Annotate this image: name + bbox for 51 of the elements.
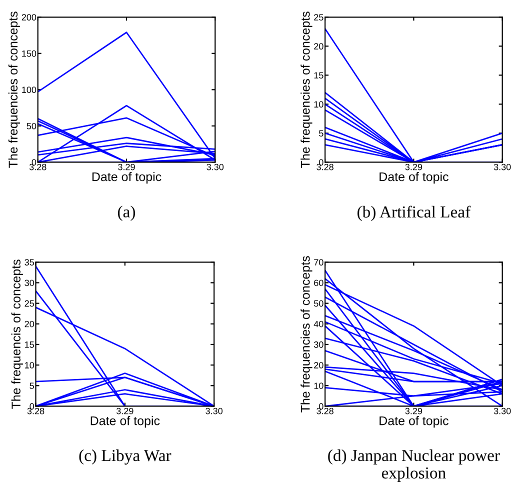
y-tick-label: 20 [24, 320, 34, 328]
y-tick-label: 15 [25, 342, 34, 348]
text: (d) Janpan Nuclear power explosion [328, 449, 500, 482]
y-axis-title: The frequencies of concepts [300, 256, 312, 412]
y-axis-title: The frequencis of concepts [11, 260, 23, 409]
x-tick-label: 3.30 [494, 408, 511, 414]
x-axis-title: Date of topic [380, 416, 448, 428]
text: (b) Artifical Leaf [358, 206, 471, 221]
x-tick-label: 3.29 [116, 408, 134, 414]
y-tick-label: 25 [314, 14, 324, 21]
y-tick-label: 40 [314, 320, 324, 328]
y-tick-label: 20 [314, 43, 324, 50]
x-tick-label: 3.28 [316, 408, 334, 414]
y-axis-title: The frequencies of concepts [300, 12, 312, 168]
y-tick-label: 100 [22, 86, 36, 94]
y-tick-label: 0 [319, 403, 324, 410]
y-tick-label: 200 [22, 14, 36, 21]
x-tick-label: 3.30 [206, 164, 224, 170]
x-tick-label: 3.29 [405, 164, 422, 170]
y-tick-label: 0 [32, 159, 36, 166]
text: (a) [118, 206, 136, 221]
y-tick-label: 150 [22, 50, 36, 57]
y-tick-label: 70 [314, 259, 324, 266]
y-tick-label: 20 [314, 362, 324, 368]
y-tick-label: 35 [24, 259, 34, 266]
x-tick-label: 3.30 [206, 408, 223, 414]
x-axis-title: Date of topic [380, 172, 448, 184]
y-tick-label: 50 [314, 300, 324, 307]
y-tick-label: 10 [314, 101, 324, 108]
x-axis-title: Date of topic [92, 172, 162, 184]
x-tick-label: 3.28 [29, 164, 46, 170]
y-tick-label: 5 [319, 130, 324, 137]
y-axis-title: The frequencies of concepts [8, 12, 20, 168]
y-tick-label: 5 [30, 382, 34, 389]
y-tick-label: 10 [314, 382, 324, 389]
y-tick-label: 0 [319, 159, 324, 166]
x-tick-label: 3.29 [118, 164, 135, 170]
y-tick-label: 60 [314, 280, 324, 286]
x-tick-label: 3.28 [27, 408, 44, 414]
y-tick-label: 30 [24, 280, 34, 286]
y-tick-label: 30 [314, 341, 324, 348]
y-tick-label: 10 [25, 362, 34, 368]
y-tick-label: 0 [30, 403, 34, 410]
x-tick-label: 3.28 [316, 164, 334, 170]
text: (c) Libya War [79, 449, 172, 465]
x-tick-label: 3.29 [405, 408, 422, 414]
y-tick-label: 15 [314, 72, 324, 79]
x-axis-title: Date of topic [90, 416, 160, 428]
y-tick-label: 25 [24, 300, 34, 307]
y-tick-label: 50 [26, 122, 36, 130]
x-tick-label: 3.30 [494, 164, 511, 170]
